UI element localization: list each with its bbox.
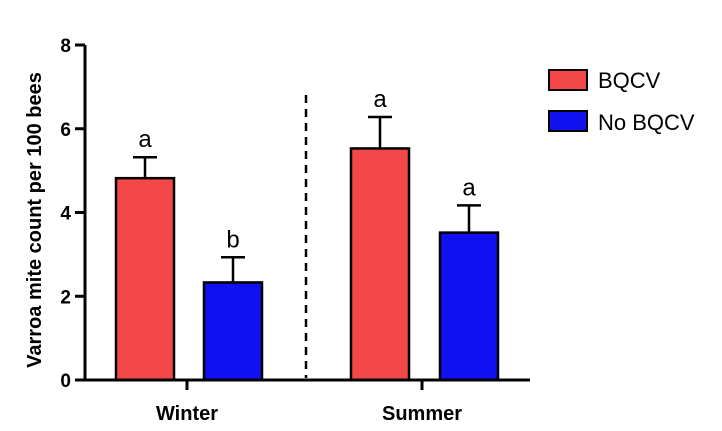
bars-layer: a a b a [114, 86, 500, 382]
sig-letter-bqcv-summer: a [373, 86, 387, 113]
bar-no-bqcv-winter [202, 281, 264, 382]
legend-swatch-bqcv [548, 69, 588, 91]
legend-label-bqcv: BQCV [598, 68, 661, 93]
y-tick-label-8: 8 [60, 36, 71, 57]
sig-letter-no-bqcv-winter: b [226, 226, 239, 253]
legend-swatch-no-bqcv [548, 110, 588, 132]
legend-label-no-bqcv: No BQCV [598, 110, 695, 135]
bar-bqcv-winter [114, 176, 176, 382]
y-tick-label-2: 2 [60, 287, 71, 308]
bar-no-bqcv-summer [438, 231, 500, 382]
sig-letter-bqcv-winter: a [138, 126, 152, 153]
legend: BQCV No BQCV [548, 68, 695, 135]
y-tick-label-0: 0 [60, 371, 71, 392]
y-tick-label-6: 6 [60, 120, 71, 141]
y-axis-label: Varroa mite count per 100 bees [24, 72, 46, 368]
x-tick-label-summer: Summer [382, 403, 462, 425]
x-tick-label-winter: Winter [156, 403, 218, 425]
sig-letter-no-bqcv-summer: a [462, 174, 476, 201]
bar-bqcv-summer [349, 147, 411, 382]
y-tick-label-4: 4 [60, 204, 71, 225]
axes-layer: 0 2 4 6 8 Winter Summer [60, 36, 530, 425]
